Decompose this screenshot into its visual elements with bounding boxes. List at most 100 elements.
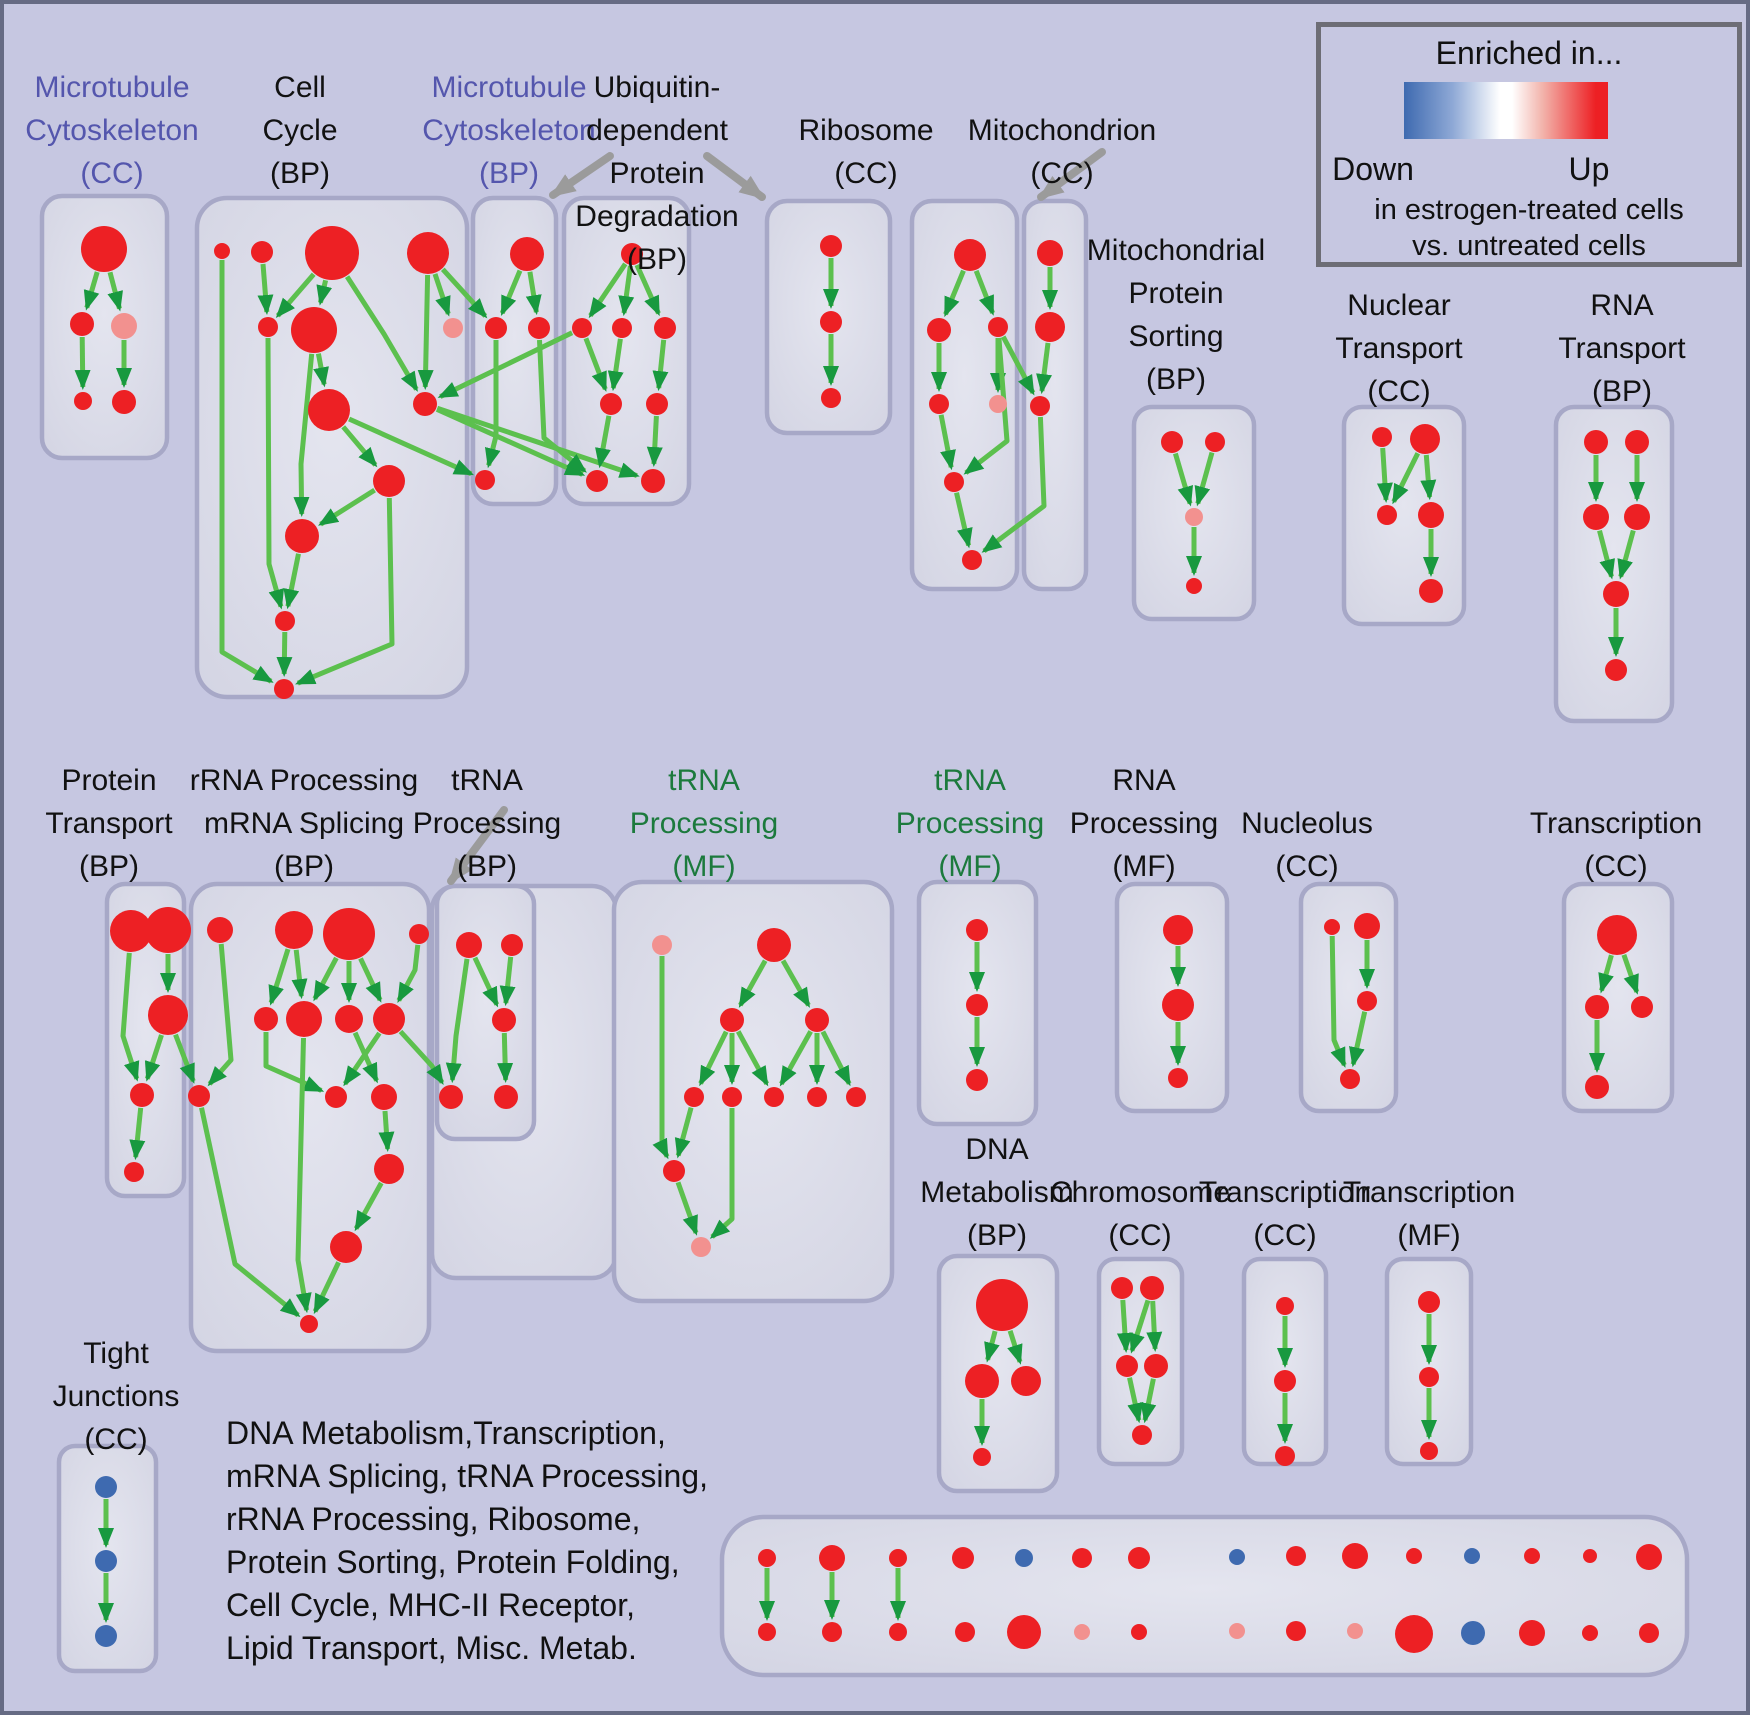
cluster-label-line: Mitochondrion — [967, 114, 1157, 147]
cluster-box-rrna-mrna-box — [188, 881, 432, 1354]
edge-rib6-rib7 — [954, 492, 973, 549]
go-term-node-rt5 — [1603, 581, 1629, 607]
edge-tb1-tbl — [445, 958, 470, 1084]
go-term-node-tmbot — [691, 1237, 711, 1257]
edge-mps1-mps3 — [1173, 452, 1193, 507]
go-term-node-rt2 — [1625, 430, 1649, 454]
go-term-node-rt4 — [1624, 504, 1650, 530]
edge-rt3-rt5 — [1597, 529, 1615, 580]
edge-rrk-rrp — [199, 1107, 301, 1318]
go-term-node-cc6 — [291, 307, 337, 353]
cluster-label-line: RNA — [1590, 289, 1654, 322]
go-term-node-rib4 — [929, 394, 949, 414]
misc-cluster-caption: DNA Metabolism,Transcription, mRNA Splici… — [226, 1412, 708, 1670]
go-term-node-tc4 — [1585, 1075, 1609, 1099]
go-term-node-b12b — [1461, 1621, 1485, 1645]
edge-nt2-nt4 — [1420, 454, 1437, 501]
edge-cc10-cc11 — [318, 487, 376, 527]
edge-rrc-rrf — [312, 956, 339, 1002]
go-term-node-t3a — [1418, 1291, 1440, 1313]
cluster-label-line: Chromosome — [1049, 1176, 1231, 1209]
edge-tmt-tmm2 — [780, 959, 811, 1008]
cluster-label-line: Processing — [412, 807, 562, 840]
go-term-node-cc11 — [285, 519, 319, 553]
edge-tmt-tmm1 — [738, 959, 768, 1008]
go-term-node-rp3 — [1168, 1068, 1188, 1088]
go-term-node-rre — [254, 1007, 278, 1031]
cluster-label-rna-transport: RNA Transport (BP) — [1558, 284, 1685, 413]
go-term-node-ub1l2 — [646, 393, 668, 415]
edge-ub1l1-ub1b1 — [595, 415, 612, 469]
cluster-label-mtbp: Microtubule Cytoskeleton (BP) — [422, 66, 595, 195]
legend-down-label: Down — [1332, 151, 1414, 187]
edge-ub1m3-ub1l2 — [652, 339, 669, 392]
cluster-label-transcription-mf: Transcription (MF) — [1343, 1171, 1515, 1257]
go-term-node-ch2 — [1140, 1276, 1164, 1300]
legend-up-label: Up — [1568, 151, 1610, 187]
cluster-label-protein-transport: Protein Transport (BP) — [45, 759, 172, 888]
go-term-node-mito2 — [1035, 312, 1065, 342]
go-term-node-ub1l1 — [600, 393, 622, 415]
go-term-node-ub1b2 — [641, 469, 665, 493]
cluster-label-line: rRNA Processing — [189, 764, 419, 797]
cluster-label-line: (MF) — [1397, 1219, 1461, 1252]
cluster-label-line: (BP) — [479, 157, 539, 190]
go-term-node-rrf — [286, 1001, 322, 1037]
cluster-label-line: RNA — [1112, 764, 1176, 797]
go-term-node-tb3 — [492, 1008, 516, 1032]
go-term-node-rib7 — [962, 550, 982, 570]
edge-rib1-rib2 — [943, 269, 966, 318]
cluster-box-mtcc-box — [39, 193, 170, 461]
cluster-label-line: Metabolism — [920, 1176, 1074, 1209]
edge-nt1-nt3 — [1376, 447, 1393, 503]
go-term-node-b6t — [1072, 1548, 1092, 1568]
cluster-label-dna-metabolism: DNA Metabolism (BP) — [920, 1128, 1073, 1257]
go-term-node-dn4 — [973, 1448, 991, 1466]
go-term-node-cc10 — [373, 465, 405, 497]
edge-rrh-tbl — [398, 1029, 445, 1086]
go-term-node-b10t — [1342, 1543, 1368, 1569]
cluster-label-line: (CC) — [834, 157, 898, 190]
cluster-label-line: Sorting — [1128, 320, 1224, 353]
edge-cc3-cc9 — [344, 275, 419, 392]
go-term-node-cc5 — [258, 317, 278, 337]
edge-ch2-ch3 — [1129, 1299, 1151, 1354]
edge-tc1-tc2 — [1598, 954, 1614, 994]
cluster-label-transcription-cc-bot: Transcription (CC) — [1199, 1171, 1371, 1257]
go-term-node-tmb4 — [807, 1087, 827, 1107]
go-term-node-mtcc3 — [111, 313, 137, 339]
go-term-node-mps2 — [1205, 432, 1225, 452]
cluster-label-line: Protein — [609, 157, 705, 190]
go-term-node-b5t — [1015, 1549, 1033, 1567]
go-term-node-rra — [207, 917, 233, 943]
go-term-node-tc1 — [1597, 915, 1637, 955]
cluster-label-line: mRNA Splicing — [203, 807, 405, 840]
go-term-node-tmf2c — [966, 1069, 988, 1091]
go-term-node-tj1 — [95, 1476, 117, 1498]
edge-pt3-rrk — [173, 1033, 196, 1084]
edge-dn1-dn3 — [1007, 1329, 1023, 1365]
cluster-label-line: (CC) — [84, 1423, 148, 1456]
misc-cluster-caption-line: rRNA Processing, Ribosome, — [226, 1501, 641, 1537]
go-term-node-mtcc2 — [70, 312, 94, 336]
edge-cc6-cc8 — [313, 353, 329, 388]
cluster-label-line: Transcription — [1198, 1176, 1372, 1209]
edge-cc3-cc6 — [316, 279, 333, 306]
cluster-label-line: (BP) — [626, 243, 687, 276]
cluster-label-trna-mf-2: tRNA Processing (MF) — [896, 759, 1044, 888]
go-term-node-tb2 — [501, 934, 523, 956]
go-term-node-rib6 — [944, 472, 964, 492]
cluster-label-line: (CC) — [1275, 850, 1339, 883]
go-term-node-tmb5 — [846, 1087, 866, 1107]
go-term-node-b2t — [819, 1545, 845, 1571]
cluster-label-line: (CC) — [1584, 850, 1648, 883]
go-term-node-tc3 — [1631, 996, 1653, 1018]
misc-cluster-caption-line: Lipid Transport, Misc. Metab. — [226, 1630, 637, 1666]
go-term-node-ch4 — [1144, 1354, 1168, 1378]
go-term-node-b12t — [1464, 1548, 1480, 1564]
go-term-node-nuc1 — [1324, 919, 1340, 935]
go-term-node-b7b — [1131, 1624, 1147, 1640]
cluster-box-nuclear-transport-box — [1341, 404, 1467, 627]
legend-subtitle-line1: in estrogen-treated cells — [1374, 194, 1684, 226]
